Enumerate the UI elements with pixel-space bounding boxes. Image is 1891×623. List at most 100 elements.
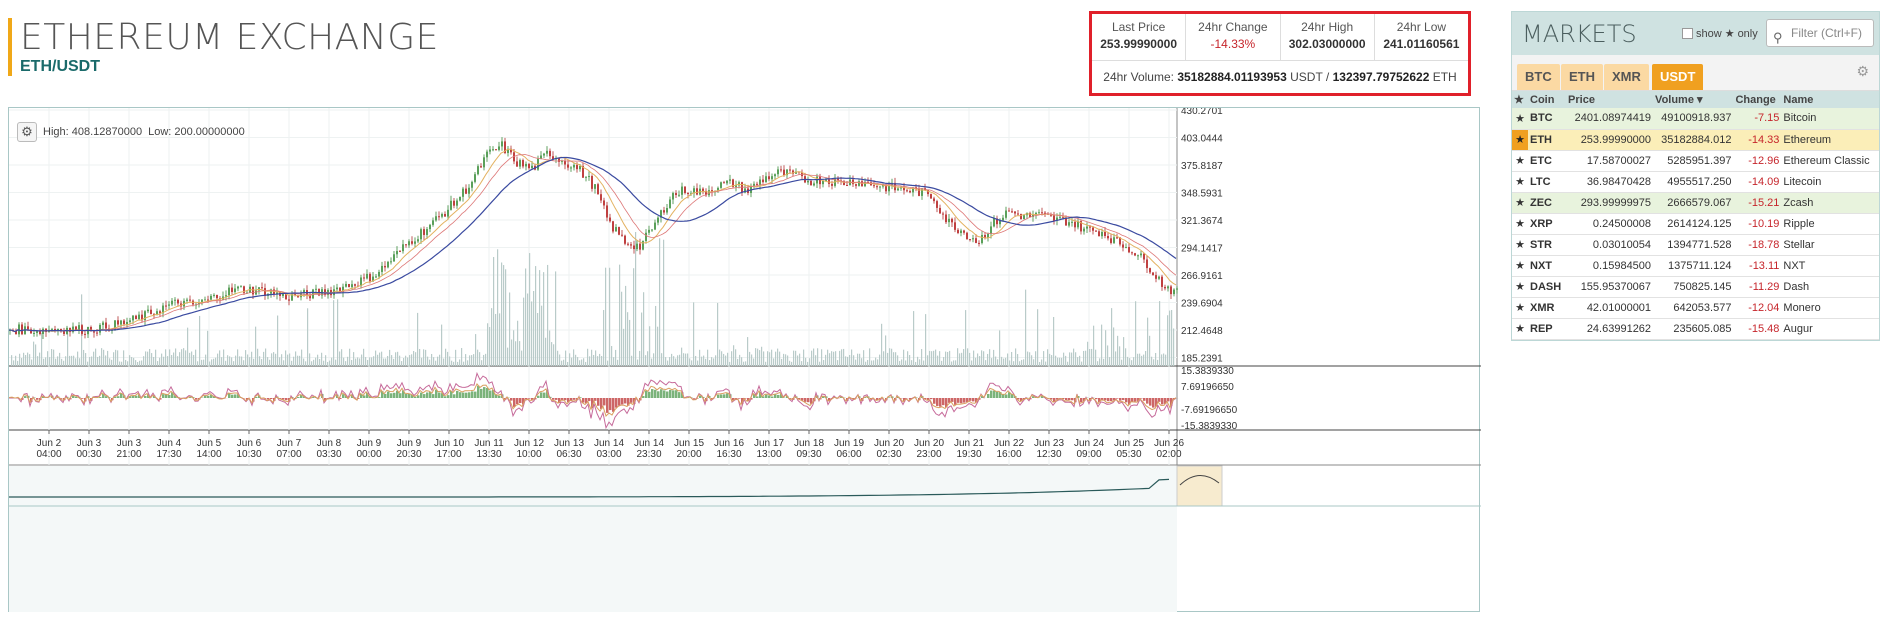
macd-histogram-bar bbox=[432, 394, 435, 398]
volume-bar bbox=[915, 361, 917, 366]
candle-body bbox=[1071, 221, 1073, 223]
macd-histogram-bar bbox=[210, 394, 213, 398]
star-icon[interactable]: ★ bbox=[1512, 171, 1528, 193]
star-icon[interactable]: ★ bbox=[1512, 276, 1528, 298]
volume-bar bbox=[1087, 341, 1089, 366]
volume-bar bbox=[417, 312, 419, 366]
candle-body bbox=[54, 328, 56, 331]
volume-bar bbox=[999, 330, 1001, 366]
coin-symbol: NXT bbox=[1528, 255, 1567, 277]
chart-canvas[interactable]: 430.2701 403.0444 375.8187 348.5931 321.3674… bbox=[9, 108, 1481, 613]
checkbox[interactable] bbox=[1682, 28, 1693, 39]
volume-bar bbox=[249, 357, 251, 366]
volume-bar bbox=[869, 348, 871, 366]
col-change[interactable]: Change bbox=[1733, 91, 1782, 108]
tab-usdt[interactable]: USDT bbox=[1652, 64, 1704, 90]
star-icon[interactable]: ★ bbox=[1512, 318, 1528, 340]
tab-xmr[interactable]: XMR bbox=[1604, 64, 1649, 90]
market-row[interactable]: ★ ETH 253.99990000 35182884.012 -14.33 Ethere… bbox=[1512, 129, 1879, 151]
candle-body bbox=[1005, 210, 1007, 218]
market-row[interactable]: ★ REP 24.63991262 235605.085 -15.48 Augur bbox=[1512, 318, 1879, 340]
candle-body bbox=[309, 294, 311, 299]
volume-bar bbox=[221, 357, 223, 366]
filter-input[interactable]: ⚲ Filter (Ctrl+F) bbox=[1766, 19, 1874, 47]
macd-histogram-bar bbox=[1041, 396, 1044, 398]
star-icon[interactable]: ★ bbox=[1512, 129, 1528, 151]
volume-bar bbox=[103, 349, 105, 366]
candle-body bbox=[93, 331, 95, 333]
star-icon[interactable]: ★ bbox=[1512, 91, 1528, 108]
volume-bar bbox=[175, 348, 177, 366]
volume-bar bbox=[653, 353, 655, 366]
star-icon[interactable]: ★ bbox=[1512, 234, 1528, 256]
volume-bar bbox=[1121, 359, 1123, 366]
candle-body bbox=[972, 238, 974, 240]
market-row[interactable]: ★ LTC 36.98470428 4955517.250 -14.09 Litecoin bbox=[1512, 171, 1879, 193]
market-row[interactable]: ★ NXT 0.15984500 1375711.124 -13.11 NXT bbox=[1512, 255, 1879, 277]
gear-icon[interactable]: ⚙ bbox=[1856, 63, 1869, 79]
volume-bar bbox=[141, 360, 143, 366]
candle-body bbox=[51, 328, 53, 330]
macd-histogram-bar bbox=[669, 389, 672, 398]
volume-bar bbox=[341, 349, 343, 366]
macd-histogram-bar bbox=[1113, 398, 1116, 401]
candle-body bbox=[525, 163, 527, 167]
star-icon[interactable]: ★ bbox=[1512, 150, 1528, 172]
macd-histogram-bar bbox=[129, 396, 132, 398]
candle-body bbox=[408, 241, 410, 246]
macd-histogram-bar bbox=[324, 398, 327, 401]
col-name[interactable]: Name bbox=[1781, 91, 1879, 108]
macd-histogram-bar bbox=[297, 397, 300, 398]
macd-histogram-bar bbox=[963, 398, 966, 403]
volume-bar bbox=[823, 359, 825, 366]
volume-bar bbox=[691, 360, 693, 366]
candle-body bbox=[1113, 237, 1115, 243]
star-icon[interactable]: ★ bbox=[1512, 255, 1528, 277]
chart-settings-button[interactable]: ⚙ bbox=[17, 122, 37, 142]
star-icon[interactable]: ★ bbox=[1512, 192, 1528, 214]
star-icon[interactable]: ★ bbox=[1512, 213, 1528, 235]
col-coin[interactable]: Coin bbox=[1528, 91, 1567, 108]
price-chart[interactable]: 430.2701 403.0444 375.8187 348.5931 321.3674… bbox=[8, 107, 1481, 613]
candle-body bbox=[501, 141, 503, 147]
tab-eth[interactable]: ETH bbox=[1561, 64, 1603, 90]
market-row[interactable]: ★ BTC 2401.08974419 49100918.937 -7.15 Bitcoi… bbox=[1512, 108, 1879, 130]
volume-bar bbox=[35, 344, 37, 366]
market-row[interactable]: ★ DASH 155.95370067 750825.145 -11.29 Dash bbox=[1512, 276, 1879, 298]
volume-bar bbox=[895, 352, 897, 366]
star-icon[interactable]: ★ bbox=[1512, 297, 1528, 319]
show-favorites-toggle[interactable]: show ★ only bbox=[1682, 27, 1758, 40]
macd-histogram-bar bbox=[144, 396, 147, 398]
candle-body bbox=[1095, 230, 1097, 232]
macd-histogram-bar bbox=[603, 398, 606, 406]
volume-bar bbox=[795, 350, 797, 366]
volume-bar bbox=[723, 353, 725, 366]
col-price[interactable]: Price bbox=[1566, 91, 1654, 108]
candle-body bbox=[507, 148, 509, 154]
coin-price: 0.15984500 bbox=[1566, 255, 1654, 277]
volume-bar bbox=[851, 349, 853, 366]
coin-change: -12.04 bbox=[1733, 297, 1782, 319]
candle-body bbox=[813, 183, 815, 186]
market-row[interactable]: ★ ETC 17.58700027 5285951.397 -12.96 Ethereum… bbox=[1512, 150, 1879, 172]
market-row[interactable]: ★ ZEC 293.99999975 2666579.067 -15.21 Zcash bbox=[1512, 192, 1879, 214]
volume-bar bbox=[87, 361, 89, 366]
candle-body bbox=[105, 322, 107, 329]
volume-bar bbox=[715, 355, 717, 366]
volume-bar bbox=[371, 357, 373, 366]
market-row[interactable]: ★ XRP 0.24500008 2614124.125 -10.19 Ripple bbox=[1512, 213, 1879, 235]
candle-body bbox=[480, 166, 482, 168]
col-volume[interactable]: Volume ▾ bbox=[1653, 91, 1734, 108]
coin-volume: 1394771.528 bbox=[1653, 234, 1734, 256]
candle-body bbox=[282, 293, 284, 296]
candle-body bbox=[1158, 276, 1160, 279]
volume-bar bbox=[501, 262, 503, 366]
market-row[interactable]: ★ STR 0.03010054 1394771.528 -18.78 Stellar bbox=[1512, 234, 1879, 256]
volume-bar bbox=[545, 337, 547, 366]
star-icon[interactable]: ★ bbox=[1512, 108, 1528, 130]
market-row[interactable]: ★ XMR 42.01000001 642053.577 -12.04 Monero bbox=[1512, 297, 1879, 319]
macd-histogram-bar bbox=[423, 394, 426, 398]
time-tick-date: Jun 25 bbox=[1114, 438, 1144, 449]
macd-histogram-bar bbox=[363, 395, 366, 398]
tab-btc[interactable]: BTC bbox=[1517, 64, 1560, 90]
